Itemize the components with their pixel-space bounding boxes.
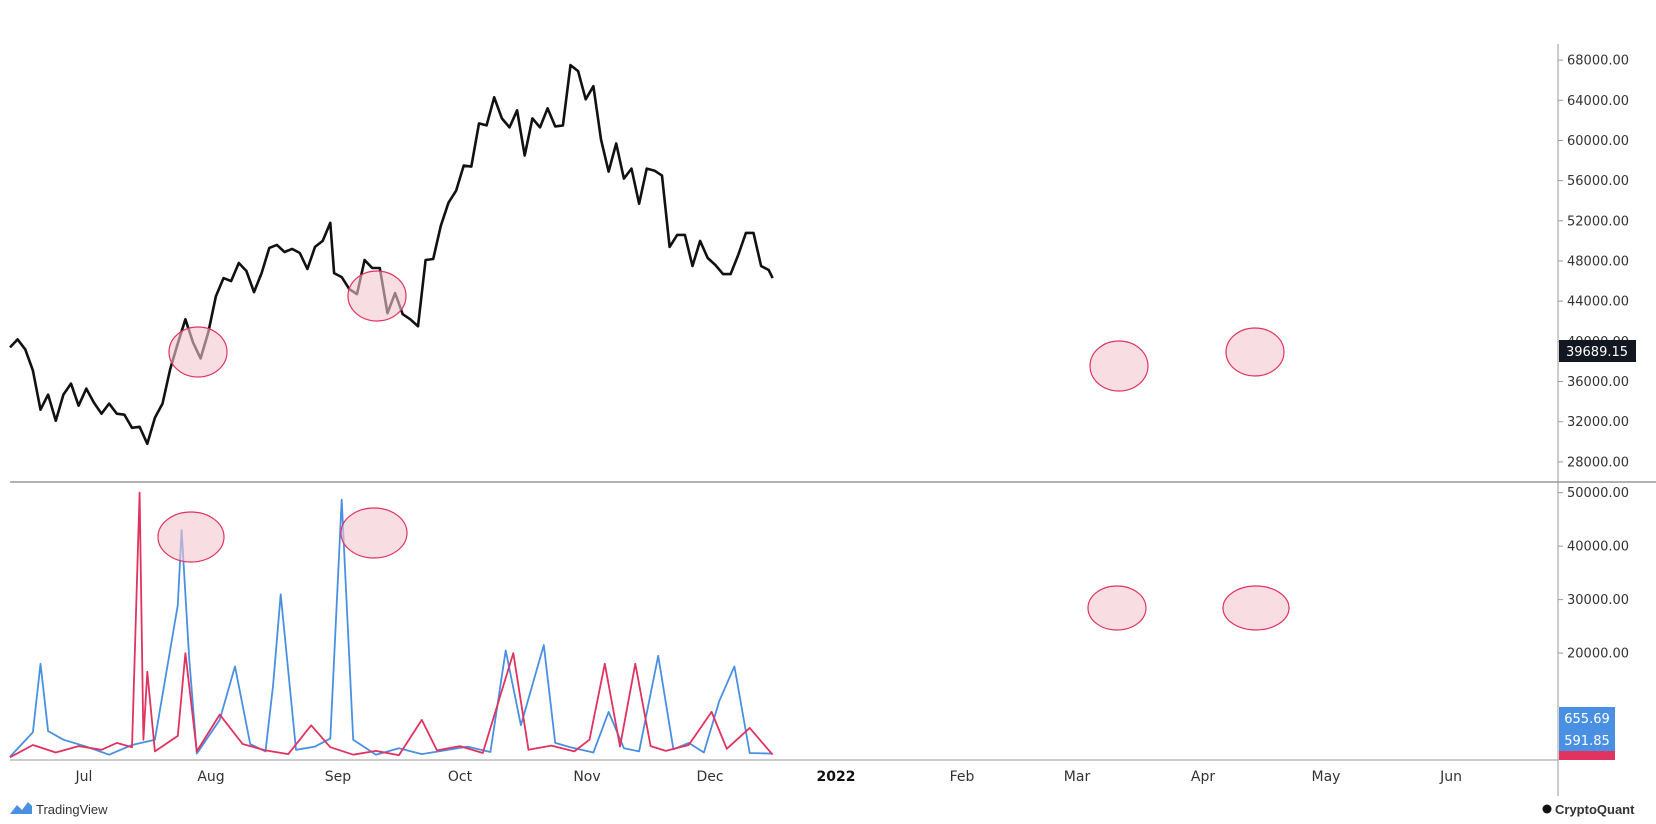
highlight-circle [1225, 327, 1285, 377]
flow-value-badges: 655.69 591.85 [1559, 707, 1615, 760]
x-axis-label: Sep [325, 769, 352, 785]
last-price-badge: 39689.15 [1559, 340, 1636, 362]
x-axis-label: Mar [1064, 769, 1091, 785]
price-tick-label: 56000.00 [1567, 174, 1629, 189]
price-tick-label: 28000.00 [1567, 455, 1629, 470]
price-tick-label: 36000.00 [1567, 375, 1629, 390]
price-tick-label: 64000.00 [1567, 94, 1629, 109]
flow-badge-1: 655.69 [1564, 712, 1610, 727]
badge-bg-1 [1559, 707, 1615, 729]
price-panel [9, 63, 774, 446]
highlight-circles [157, 270, 1290, 631]
flow-badge-2: 591.85 [1564, 734, 1610, 749]
x-axis-label: May [1312, 769, 1341, 785]
badge-bg-3 [1559, 751, 1615, 760]
x-axis-label: Apr [1191, 769, 1215, 785]
x-axis-label: Aug [197, 769, 224, 785]
price-tick-label: 68000.00 [1567, 54, 1629, 69]
price-tick-label: 52000.00 [1567, 214, 1629, 229]
price-tick-label: 60000.00 [1567, 134, 1629, 149]
flows-panel [9, 491, 774, 759]
cryptoquant-icon [1542, 804, 1552, 814]
highlight-circle [168, 326, 228, 378]
tradingview-brand: TradingView [36, 802, 108, 817]
flow-tick-label: 30000.00 [1567, 593, 1629, 608]
highlight-circle [340, 507, 408, 559]
x-axis-label: Dec [696, 769, 723, 785]
highlight-circle [157, 511, 225, 563]
tradingview-logo: TradingView [10, 802, 108, 817]
badge-bg-2 [1559, 729, 1615, 751]
x-axis-label: Nov [573, 769, 600, 785]
highlight-circle [1222, 585, 1290, 631]
flow-tick-label: 50000.00 [1567, 486, 1629, 501]
flows-y-axis: 50000.00 40000.00 30000.00 20000.00 [1558, 486, 1629, 662]
x-axis-label: Feb [950, 769, 975, 785]
x-axis-label: Oct [448, 769, 473, 785]
price-tick-label: 44000.00 [1567, 295, 1629, 310]
tradingview-icon [10, 802, 32, 814]
highlight-circle [1089, 340, 1149, 392]
price-y-axis: 68000.00 64000.00 60000.00 56000.00 52000.00… [1558, 54, 1629, 470]
price-tick-label: 48000.00 [1567, 255, 1629, 270]
cryptoquant-logo: CryptoQuant [1542, 802, 1635, 817]
flow-tick-label: 20000.00 [1567, 647, 1629, 662]
x-axis-label: Jun [1439, 769, 1462, 785]
highlight-circle [1087, 585, 1147, 631]
price-line [9, 63, 774, 446]
cryptoquant-brand: CryptoQuant [1555, 802, 1635, 817]
last-price-value: 39689.15 [1566, 345, 1628, 360]
flow-tick-label: 40000.00 [1567, 540, 1629, 555]
x-axis-label: Jul [75, 769, 93, 785]
x-axis-label: 2022 [817, 769, 856, 785]
x-axis: Jul Aug Sep Oct Nov Dec 2022 Feb Mar Apr May Jun [75, 769, 1462, 785]
highlight-circle [347, 270, 407, 322]
price-tick-label: 32000.00 [1567, 415, 1629, 430]
flow-line-2 [9, 491, 774, 759]
